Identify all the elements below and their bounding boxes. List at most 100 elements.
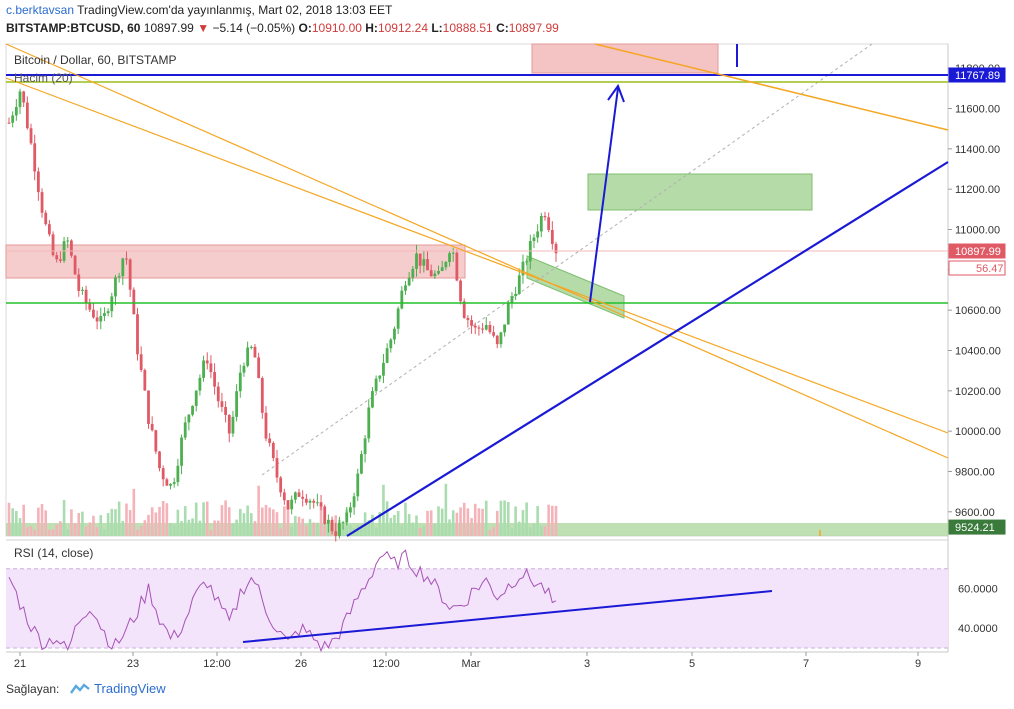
time-tick-label: Mar [462, 658, 481, 670]
candle-body [88, 302, 92, 310]
volume-bar [139, 526, 143, 536]
time-tick-label: 7 [803, 658, 809, 670]
price-tick-label: 10600.00 [955, 305, 1001, 317]
candle-body [47, 224, 51, 235]
candle-body [415, 253, 418, 269]
candle-body [396, 308, 400, 329]
candle-body [253, 346, 257, 358]
tradingview-brand-link[interactable]: TradingView [94, 681, 166, 696]
volume-bar [264, 504, 268, 536]
candle-body [257, 357, 261, 379]
volume-bar [125, 503, 128, 536]
volume-bar [205, 501, 209, 536]
volume-bar [374, 527, 378, 536]
candle-body [363, 438, 367, 455]
candle-body [506, 303, 510, 325]
candle-body [499, 332, 503, 345]
candle-body [81, 289, 84, 291]
volume-bar [44, 510, 48, 536]
volume-bar [261, 507, 264, 536]
candle-body [128, 259, 132, 290]
candle-body [136, 314, 139, 355]
volume-bar [77, 513, 81, 536]
candle-body [378, 375, 382, 379]
price-tick-label: 11600.00 [955, 104, 1000, 116]
price-axis: 11800.0011600.0011400.0011200.0011000.00… [948, 63, 1001, 519]
volume-bar [305, 525, 308, 536]
volume-bar [316, 522, 319, 536]
volume-bar [385, 501, 389, 536]
volume-bar [220, 505, 224, 536]
volume-bar [536, 506, 539, 536]
volume-bar [283, 506, 286, 536]
candle-body [451, 252, 455, 254]
footer: Sağlayan: TradingView [6, 681, 166, 696]
candle-body [25, 102, 29, 129]
shared-by-label: Sağlayan: [6, 682, 60, 696]
volume-bar [547, 504, 550, 536]
price-tick-label: 10200.00 [955, 386, 1001, 398]
volume-bar [268, 507, 271, 536]
volume-bar [462, 502, 466, 536]
price-tag: 10897.99 [948, 243, 1006, 259]
volume-bar [191, 518, 194, 536]
volume-bar [517, 521, 521, 536]
volume-bar [37, 507, 40, 536]
volume-bar [238, 508, 242, 536]
volume-bar [161, 500, 165, 536]
price-tick-label: 10400.00 [955, 345, 1001, 357]
candle-body [371, 391, 374, 408]
volume-bar [448, 519, 451, 536]
candle-body [139, 354, 143, 371]
volume-bar [407, 514, 411, 536]
volume-bar [198, 520, 202, 536]
symbol-ohlc-row: BITSTAMP:BTCUSD, 60 10897.99 ▼ −5.14 (−0… [6, 21, 559, 35]
series-legend: Bitcoin / Dollar, 60, BITSTAMP [14, 53, 177, 67]
volume-bar [529, 527, 532, 536]
price-tick-label: 9600.00 [955, 507, 995, 519]
volume-bar [371, 514, 374, 536]
volume-bar [106, 513, 110, 536]
candle-body [242, 365, 246, 373]
price-tag-box [948, 243, 1006, 259]
candle-body [95, 317, 99, 322]
candle-body [466, 317, 470, 321]
volume-bar [194, 502, 198, 536]
candle-body [510, 296, 514, 304]
volume-bar [18, 518, 22, 536]
volume-bar [488, 529, 492, 536]
candle-body [66, 240, 70, 242]
candle-body [224, 406, 227, 415]
price-tag: 11767.89 [948, 67, 1006, 83]
volume-bar [22, 504, 25, 536]
rsi-trendline-blue [242, 590, 773, 643]
candle-body [194, 390, 198, 406]
author-link[interactable]: c.berktavsan [6, 3, 75, 17]
candle-body [532, 237, 536, 241]
volume-bar [81, 511, 84, 536]
volume-bar [246, 505, 249, 536]
candle-body [385, 348, 389, 363]
candle-body [525, 261, 529, 263]
candle-body [220, 401, 224, 407]
volume-bar [426, 510, 429, 536]
candle-body [154, 430, 158, 452]
candle-body [191, 405, 194, 415]
candle-body [444, 262, 448, 268]
price-tag-box [948, 519, 1006, 535]
volume-bar [114, 509, 117, 536]
volume-bar [477, 508, 481, 536]
candle-body [547, 217, 551, 231]
volume-bar [275, 512, 279, 536]
volume-bar [297, 516, 301, 536]
candle-body [554, 243, 558, 254]
candle-body [205, 360, 209, 364]
candle-body [271, 442, 275, 459]
candle-body [319, 502, 323, 507]
volume-bar [143, 520, 147, 536]
last-price: 10897.99 [143, 21, 194, 35]
symbol-label[interactable]: BITSTAMP:BTCUSD, 60 [6, 21, 141, 35]
target-zone-red [531, 43, 719, 74]
open-label: O: [298, 21, 312, 35]
